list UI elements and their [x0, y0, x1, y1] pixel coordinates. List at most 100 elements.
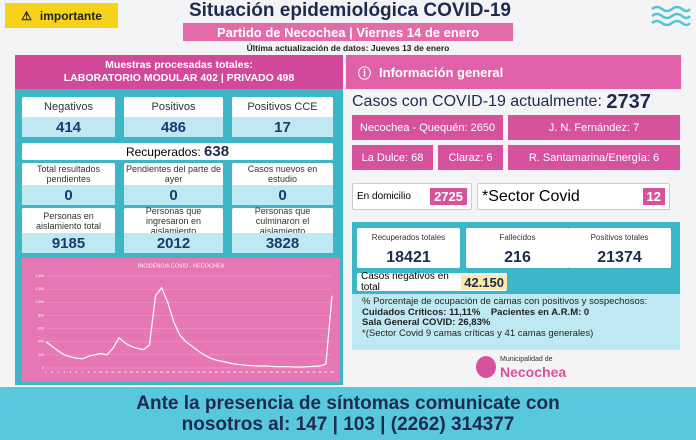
x-tick-label: 32	[233, 370, 237, 374]
label: En domicilio	[357, 191, 411, 202]
stat-label: Personas que culminaron el aislamiento	[254, 205, 311, 236]
x-tick-label: 11	[105, 370, 108, 374]
x-tick-label: 34	[245, 370, 249, 374]
y-tick-label: 1.000	[35, 300, 44, 304]
x-tick-label: 48	[330, 370, 334, 374]
negativos: Casos negativos en total 42.150	[357, 271, 507, 293]
x-tick-label: 30	[221, 370, 225, 374]
stat-value: 17	[232, 117, 333, 137]
x-tick-label: 10	[99, 370, 103, 374]
x-tick-label: 5	[70, 370, 72, 374]
text: *(Sector Covid 9 camas críticas y 41 cam…	[362, 327, 594, 339]
x-tick-label: 45	[312, 370, 316, 374]
x-tick-label: 28	[209, 370, 213, 374]
stat-label: Personas en aislamiento total	[35, 210, 102, 231]
locality: Claraz: 6	[438, 145, 503, 170]
y-tick-label: 1.400	[35, 274, 44, 278]
x-tick-label: 6	[76, 370, 78, 374]
x-tick-label: 14	[123, 370, 127, 374]
x-tick-label: 40	[282, 370, 286, 374]
x-tick-label: 47	[324, 370, 328, 374]
x-tick-label: 26	[196, 370, 200, 374]
x-tick-label: 35	[251, 370, 255, 374]
total-label: Fallecidos	[499, 233, 536, 242]
label: *Sector Covid	[482, 187, 580, 205]
header-text: Información general	[379, 64, 504, 80]
logo-icon	[476, 356, 496, 378]
x-tick-label: 15	[130, 370, 134, 374]
x-tick-label: 46	[318, 370, 322, 374]
stat-value: 0	[22, 185, 115, 205]
label: Casos negativos en total	[361, 271, 449, 293]
x-tick-label: 29	[215, 370, 219, 374]
total-value: 21374	[597, 249, 642, 266]
logo-small: Municipalidad de	[500, 356, 553, 363]
x-tick-label: 2	[51, 370, 53, 374]
text: Pacientes en A.R.M: 0	[490, 306, 590, 318]
footer-line: Ante la presencia de síntomas comunicate…	[136, 392, 560, 414]
stat-value: 2012	[124, 233, 223, 253]
footer-line: nosotros al: 147 | 103 | (2262) 314377	[181, 413, 515, 435]
x-tick-label: 44	[306, 370, 310, 374]
chart: INCIDENCIA COVID - NECOCHEA 0 200 400 600 80…	[35, 263, 334, 374]
total-label: Recuperados totales	[371, 233, 446, 242]
stat-label: Positivos	[151, 101, 196, 113]
value: 42.150	[461, 274, 507, 290]
x-tick-label: 38	[269, 370, 273, 374]
y-tick-label: 200	[38, 353, 44, 357]
actual: Casos con COVID-19 actualmente: 2737	[352, 91, 682, 113]
footer: Ante la presencia de síntomas comunicate…	[0, 387, 696, 440]
x-tick-label: 25	[190, 370, 194, 374]
total-label: Positivos totales	[590, 233, 649, 242]
subtitle: Partido de Necochea | Viernes 14 de ener…	[183, 23, 513, 41]
chart-panel	[22, 258, 340, 382]
update: Última actualización de datos: Jueves 13…	[246, 43, 450, 53]
y-tick-label: 0	[42, 366, 44, 370]
x-tick-label: 37	[263, 370, 267, 374]
stat-value: 0	[232, 185, 333, 205]
stat-label: Total resultados pendientes	[36, 164, 101, 184]
y-tick-label: 400	[38, 340, 44, 344]
text: Cuidados Críticos: 11,11%	[362, 306, 481, 318]
text: Sala General COVID: 26,83%	[362, 317, 491, 328]
label: Recuperados:	[125, 144, 201, 159]
locality: R. Santamarina/Energía: 6	[508, 145, 680, 170]
domicilio: En domicilio 2725	[352, 183, 472, 210]
stat-value: 0	[124, 185, 223, 205]
locality: Necochea - Quequén: 2650	[352, 115, 503, 140]
x-tick-label: 18	[148, 370, 152, 374]
total-box	[466, 228, 569, 268]
y-tick-label: 800	[38, 313, 44, 317]
x-tick-label: 31	[227, 370, 231, 374]
x-tick-label: 22	[172, 370, 176, 374]
y-tick-label: 600	[38, 326, 44, 330]
stat-label: Personas que ingresaron en aislamiento	[145, 205, 202, 236]
value: 2725	[430, 188, 467, 205]
x-tick-label: 12	[111, 370, 115, 374]
x-tick-label: 41	[288, 370, 292, 374]
y-tick-label: 1.200	[35, 287, 44, 291]
chart-title: INCIDENCIA COVID - NECOCHEA	[138, 263, 225, 269]
x-tick-label: 23	[178, 370, 182, 374]
locality: J. N. Fernández: 7	[508, 115, 680, 140]
x-tick-label: 16	[136, 370, 140, 374]
recuperados-bar: Recuperados: 638	[22, 143, 333, 160]
x-tick-label: 3	[57, 370, 59, 374]
value: 12	[642, 188, 665, 205]
total-box	[357, 228, 460, 268]
x-tick-label: 21	[166, 370, 170, 374]
x-tick-label: 7	[82, 370, 84, 374]
x-tick-label: 43	[300, 370, 304, 374]
stat-label: Casos nuevos en estudio	[247, 164, 318, 184]
value: 638	[204, 143, 230, 160]
badge-text: importante	[39, 8, 102, 23]
x-tick-label: 36	[257, 370, 261, 374]
left-header: Muestras procesadas totales: LABORATORIO …	[15, 55, 343, 89]
x-tick-label: 39	[276, 370, 280, 374]
x-tick-label: 17	[142, 370, 146, 374]
wave-icon	[651, 5, 691, 26]
stat-label: Pendientes del parte de ayer	[125, 164, 222, 184]
stat-value: 414	[22, 117, 115, 137]
x-tick-label: 27	[203, 370, 207, 374]
